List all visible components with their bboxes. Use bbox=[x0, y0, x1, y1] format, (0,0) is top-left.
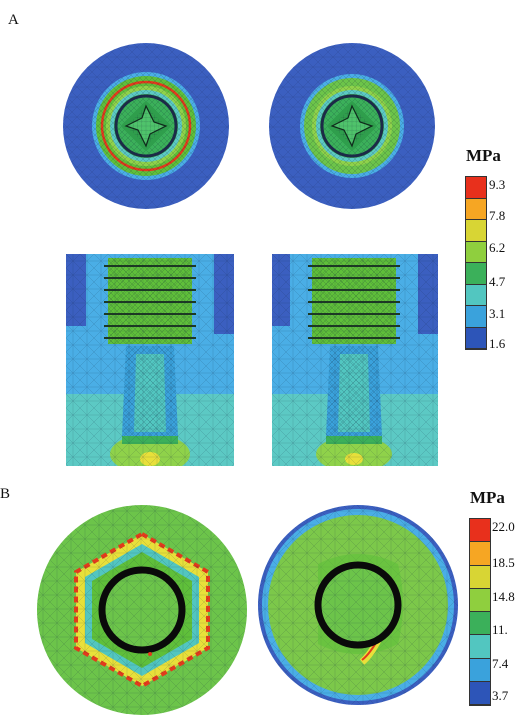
color-scale-band bbox=[470, 612, 490, 636]
panel-b-tick: 3.7 bbox=[492, 688, 509, 703]
color-scale-band bbox=[470, 542, 490, 566]
color-scale-band bbox=[466, 177, 486, 199]
color-scale-band bbox=[470, 565, 490, 589]
color-scale-band bbox=[466, 241, 486, 263]
color-scale-band bbox=[470, 635, 490, 659]
panel-a-tick: 7.8 bbox=[489, 208, 506, 223]
color-scale-band bbox=[466, 306, 486, 328]
panel-a-longitudinal-right bbox=[272, 254, 438, 466]
color-scale-band bbox=[466, 327, 486, 349]
color-scale-band bbox=[470, 519, 490, 543]
panel-b-tick: 7.4 bbox=[492, 656, 509, 671]
panel-a-tick: 6.2 bbox=[489, 240, 506, 255]
panel-a-tick: 1.6 bbox=[489, 336, 506, 351]
color-scale-band bbox=[466, 220, 486, 242]
implant-ring bbox=[98, 566, 186, 654]
panel-b-tick: 18.5 bbox=[492, 555, 515, 570]
color-scale-band bbox=[470, 588, 490, 612]
panel-b-label: B bbox=[0, 486, 11, 502]
panel-a-section-right bbox=[269, 43, 435, 209]
panel-b-section-right bbox=[258, 505, 458, 705]
panel-b-tick: 14.8 bbox=[492, 589, 515, 604]
panel-b-tick: 22.0 bbox=[492, 519, 515, 534]
panel-b-section-left bbox=[37, 505, 247, 715]
abutment-cross-icon bbox=[121, 101, 171, 151]
implant-ring bbox=[314, 561, 402, 649]
color-scale-band bbox=[470, 658, 490, 682]
color-scale-band bbox=[466, 284, 486, 306]
panel-a-longitudinal-left bbox=[66, 254, 234, 466]
panel-b-tick: 11. bbox=[492, 622, 508, 637]
abutment-cross-icon bbox=[327, 101, 377, 151]
color-scale-band bbox=[466, 263, 486, 285]
panel-b-color-scale bbox=[469, 518, 491, 706]
panel-a-color-scale bbox=[465, 176, 487, 350]
panel-a-tick: 9.3 bbox=[489, 177, 506, 192]
panel-b-unit: MPa bbox=[470, 488, 505, 507]
color-scale-band bbox=[466, 198, 486, 220]
panel-a-section-left bbox=[63, 43, 229, 209]
panel-a-tick: 3.1 bbox=[489, 306, 506, 321]
panel-a-label: A bbox=[8, 12, 19, 28]
color-scale-band bbox=[470, 681, 490, 705]
panel-a-tick: 4.7 bbox=[489, 274, 506, 289]
panel-a-unit: MPa bbox=[466, 146, 501, 165]
